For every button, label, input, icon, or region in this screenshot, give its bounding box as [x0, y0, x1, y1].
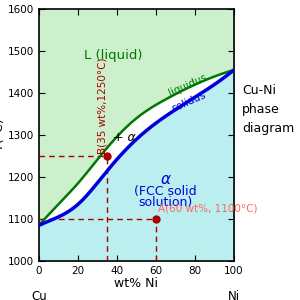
Text: + α: + α — [113, 130, 136, 144]
Text: Ni: Ni — [228, 290, 240, 300]
Text: B(35 wt%,1250°C): B(35 wt%,1250°C) — [98, 57, 107, 154]
Text: α: α — [161, 172, 171, 187]
Text: liquidus: liquidus — [167, 72, 208, 98]
Text: Cu: Cu — [31, 290, 47, 300]
Text: Cu-Ni
phase
diagram: Cu-Ni phase diagram — [242, 84, 294, 135]
Text: solidus: solidus — [170, 90, 208, 114]
X-axis label: wt% Ni: wt% Ni — [115, 277, 158, 290]
Y-axis label: T(°C): T(°C) — [0, 119, 7, 151]
Text: (FCC solid: (FCC solid — [134, 185, 197, 198]
Text: solution): solution) — [139, 196, 193, 209]
Text: L (liquid): L (liquid) — [84, 49, 142, 62]
Text: A(60 wt%, 1100°C): A(60 wt%, 1100°C) — [158, 204, 257, 214]
